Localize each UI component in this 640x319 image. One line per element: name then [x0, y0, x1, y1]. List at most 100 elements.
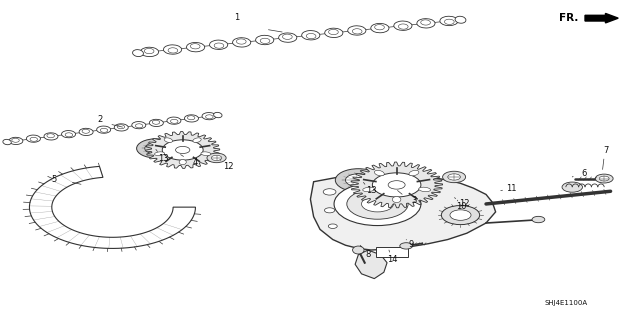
Circle shape: [450, 210, 471, 220]
Ellipse shape: [136, 124, 143, 128]
Ellipse shape: [374, 170, 384, 176]
Circle shape: [400, 243, 413, 249]
Ellipse shape: [324, 28, 343, 38]
Ellipse shape: [190, 44, 200, 49]
Ellipse shape: [394, 21, 412, 30]
Ellipse shape: [214, 43, 224, 48]
Ellipse shape: [152, 120, 160, 124]
Text: 12: 12: [459, 199, 470, 208]
Ellipse shape: [26, 135, 40, 142]
Text: SHJ4E1100A: SHJ4E1100A: [544, 300, 588, 306]
Ellipse shape: [260, 38, 270, 43]
Circle shape: [595, 174, 613, 183]
Circle shape: [388, 181, 405, 189]
Circle shape: [328, 224, 337, 228]
Ellipse shape: [440, 16, 458, 26]
Text: 12: 12: [223, 162, 234, 171]
Ellipse shape: [114, 124, 128, 131]
Ellipse shape: [307, 33, 316, 39]
Text: 9: 9: [409, 240, 414, 249]
Ellipse shape: [12, 138, 19, 142]
Ellipse shape: [202, 113, 216, 120]
Ellipse shape: [145, 48, 154, 54]
Ellipse shape: [232, 38, 251, 47]
Text: 13: 13: [366, 186, 376, 195]
Ellipse shape: [167, 117, 181, 124]
Circle shape: [372, 173, 421, 197]
Polygon shape: [355, 250, 387, 278]
Ellipse shape: [328, 29, 339, 35]
Circle shape: [334, 182, 421, 226]
Text: 10: 10: [456, 202, 467, 211]
Text: FR.: FR.: [559, 13, 579, 23]
Ellipse shape: [132, 50, 143, 56]
Circle shape: [347, 189, 408, 219]
Ellipse shape: [164, 138, 173, 143]
Circle shape: [442, 205, 479, 225]
Ellipse shape: [392, 197, 401, 203]
Ellipse shape: [353, 29, 362, 34]
Circle shape: [346, 174, 371, 187]
FancyBboxPatch shape: [376, 247, 408, 257]
Ellipse shape: [409, 170, 419, 176]
Ellipse shape: [209, 40, 228, 49]
Ellipse shape: [149, 119, 163, 127]
Ellipse shape: [100, 128, 108, 132]
Ellipse shape: [188, 116, 195, 120]
Ellipse shape: [154, 152, 164, 156]
Ellipse shape: [117, 125, 125, 129]
Circle shape: [362, 196, 394, 212]
Text: 14: 14: [388, 255, 398, 264]
Ellipse shape: [255, 35, 274, 45]
Ellipse shape: [301, 31, 320, 40]
Circle shape: [532, 216, 545, 223]
Ellipse shape: [97, 126, 111, 133]
Ellipse shape: [184, 115, 198, 122]
Ellipse shape: [201, 152, 211, 156]
Ellipse shape: [371, 23, 389, 33]
Ellipse shape: [47, 134, 54, 138]
Circle shape: [136, 139, 175, 158]
Ellipse shape: [168, 48, 178, 53]
Ellipse shape: [140, 47, 159, 56]
Ellipse shape: [420, 20, 431, 25]
Ellipse shape: [82, 129, 90, 133]
Ellipse shape: [214, 112, 222, 118]
Text: 13: 13: [158, 154, 169, 163]
Polygon shape: [310, 172, 495, 250]
Ellipse shape: [455, 16, 466, 23]
Ellipse shape: [3, 139, 12, 145]
Ellipse shape: [282, 34, 292, 39]
Ellipse shape: [193, 138, 201, 143]
Circle shape: [448, 174, 460, 180]
Circle shape: [335, 169, 381, 192]
Circle shape: [163, 140, 203, 160]
Ellipse shape: [399, 24, 408, 29]
Ellipse shape: [30, 137, 38, 141]
Text: 6: 6: [581, 169, 586, 178]
Ellipse shape: [363, 187, 374, 192]
Text: 2: 2: [97, 115, 102, 124]
Ellipse shape: [79, 128, 93, 136]
Text: 8: 8: [365, 250, 371, 259]
Ellipse shape: [353, 246, 364, 254]
Ellipse shape: [65, 133, 72, 137]
Ellipse shape: [278, 33, 297, 42]
Circle shape: [562, 182, 582, 192]
Circle shape: [323, 189, 336, 195]
Polygon shape: [29, 167, 195, 249]
Ellipse shape: [61, 130, 76, 138]
Ellipse shape: [9, 137, 23, 145]
Ellipse shape: [374, 25, 385, 30]
Ellipse shape: [419, 187, 431, 192]
Text: 11: 11: [506, 184, 517, 193]
Circle shape: [145, 143, 167, 154]
Text: 4: 4: [193, 158, 198, 167]
Polygon shape: [351, 162, 443, 208]
Circle shape: [324, 208, 335, 213]
Ellipse shape: [186, 42, 205, 52]
Ellipse shape: [179, 160, 186, 165]
Ellipse shape: [44, 133, 58, 140]
Ellipse shape: [170, 119, 178, 123]
Text: 7: 7: [604, 146, 609, 155]
